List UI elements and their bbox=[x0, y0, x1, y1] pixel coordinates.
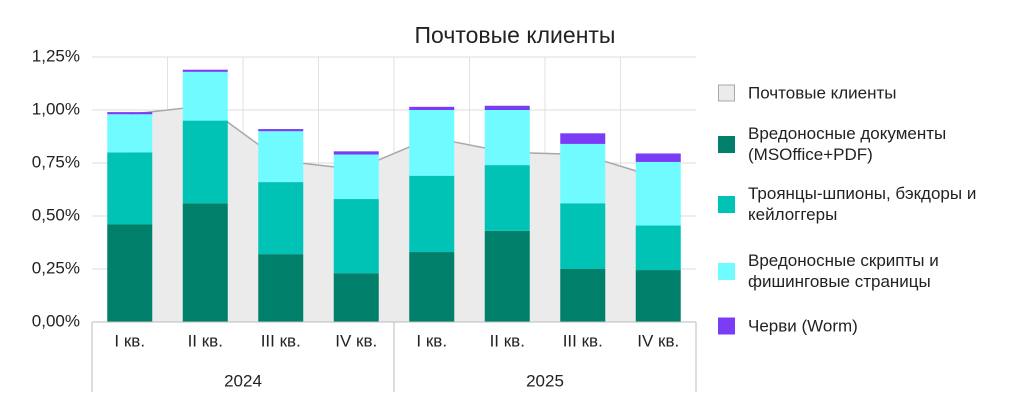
legend-label: Вредоносные документы (MSOffice+PDF) bbox=[748, 124, 947, 164]
legend-swatch bbox=[718, 84, 735, 102]
bar-segment bbox=[635, 270, 681, 322]
y-tick-label: 0,25% bbox=[32, 258, 80, 277]
bar-segment bbox=[182, 203, 228, 322]
x-tick-label: III кв. bbox=[563, 331, 603, 350]
legend-label: Троянцы-шпионы, бэкдоры и кейлоггеры bbox=[748, 184, 977, 224]
bar-segment bbox=[258, 254, 304, 322]
bar-segment bbox=[182, 69, 228, 72]
legend-swatch bbox=[718, 317, 735, 335]
x-tick-label: III кв. bbox=[261, 331, 301, 350]
legend-swatch bbox=[718, 195, 735, 213]
x-tick-label: II кв. bbox=[490, 331, 525, 350]
bar-segment bbox=[409, 175, 455, 253]
y-tick-label: 0,50% bbox=[32, 205, 80, 224]
bar-segment bbox=[484, 165, 530, 231]
bar-segment bbox=[333, 151, 379, 155]
group-label: 2024 bbox=[224, 371, 262, 390]
x-tick-label: II кв. bbox=[188, 331, 223, 350]
bar-segment bbox=[333, 273, 379, 322]
bar-segment bbox=[409, 252, 455, 322]
bar-segment bbox=[409, 110, 455, 176]
y-tick-label: 0,75% bbox=[32, 152, 80, 171]
bar-segment bbox=[560, 143, 606, 204]
bar-segment bbox=[258, 129, 304, 132]
y-tick-label: 1,25% bbox=[32, 46, 80, 65]
bar-segment bbox=[333, 199, 379, 274]
y-tick-label: 1,00% bbox=[32, 99, 80, 118]
bar-segment bbox=[258, 182, 304, 255]
bar-segment bbox=[484, 110, 530, 166]
bar-segment bbox=[635, 153, 681, 162]
bar-segment bbox=[333, 154, 379, 200]
x-tick-label: IV кв. bbox=[637, 331, 679, 350]
legend-swatch bbox=[718, 262, 735, 280]
legend-item: Вредоносные документы (MSOffice+PDF) bbox=[718, 123, 1018, 165]
bar-segment bbox=[635, 161, 681, 226]
bar-segment bbox=[560, 133, 606, 144]
bar-segment bbox=[107, 114, 153, 153]
bar-segment bbox=[409, 106, 455, 110]
bar-segment bbox=[560, 269, 606, 322]
x-tick-label: I кв. bbox=[114, 331, 145, 350]
legend-label: Почтовые клиенты bbox=[748, 83, 897, 103]
bar-segment bbox=[182, 120, 228, 204]
bar-segment bbox=[107, 152, 153, 225]
legend-item: Троянцы-шпионы, бэкдоры и кейлоггеры bbox=[718, 183, 1018, 225]
x-tick-label: I кв. bbox=[416, 331, 447, 350]
y-tick-label: 0,00% bbox=[32, 311, 80, 330]
bar-segment bbox=[635, 225, 681, 271]
bar-segment bbox=[258, 131, 304, 183]
bar-segment bbox=[182, 71, 228, 121]
legend-item: Вредоносные скрипты и фишинговые страниц… bbox=[718, 250, 1018, 292]
legend-label: Черви (Worm) bbox=[748, 316, 858, 336]
legend-swatch bbox=[718, 135, 735, 153]
bar-segment bbox=[484, 230, 530, 322]
bar-segment bbox=[107, 224, 153, 322]
bar-segment bbox=[484, 105, 530, 110]
x-tick-label: IV кв. bbox=[335, 331, 377, 350]
chart-title: Почтовые клиенты bbox=[415, 22, 616, 48]
bar-segment bbox=[560, 203, 606, 269]
bar-segment bbox=[107, 112, 153, 115]
legend-item: Почтовые клиенты bbox=[718, 83, 1018, 104]
legend-item: Черви (Worm) bbox=[718, 316, 1018, 337]
legend-label: Вредоносные скрипты и фишинговые страниц… bbox=[748, 251, 939, 291]
group-label: 2025 bbox=[526, 371, 564, 390]
